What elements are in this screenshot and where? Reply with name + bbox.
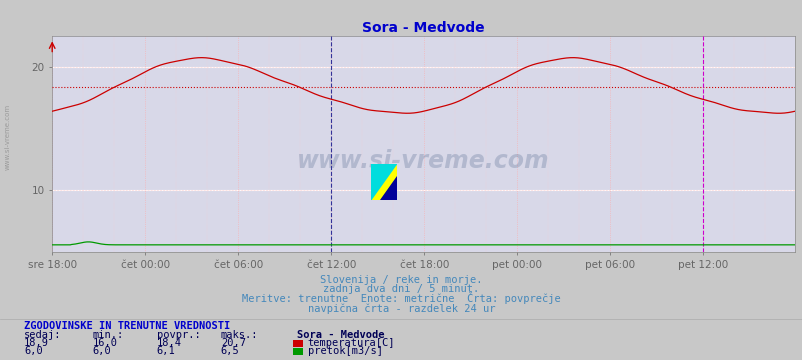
Text: 6,1: 6,1 bbox=[156, 346, 175, 356]
Text: 16,0: 16,0 bbox=[92, 338, 117, 348]
Text: www.si-vreme.com: www.si-vreme.com bbox=[297, 149, 549, 173]
Polygon shape bbox=[379, 176, 396, 200]
Polygon shape bbox=[371, 164, 396, 200]
Text: www.si-vreme.com: www.si-vreme.com bbox=[5, 104, 11, 170]
Text: temperatura[C]: temperatura[C] bbox=[307, 338, 395, 348]
Text: 20,7: 20,7 bbox=[221, 338, 245, 348]
Text: min.:: min.: bbox=[92, 330, 124, 340]
Text: 18,4: 18,4 bbox=[156, 338, 181, 348]
Text: 6,5: 6,5 bbox=[221, 346, 239, 356]
Text: Sora - Medvode: Sora - Medvode bbox=[297, 330, 384, 340]
Text: maks.:: maks.: bbox=[221, 330, 258, 340]
Text: zadnja dva dni / 5 minut.: zadnja dva dni / 5 minut. bbox=[323, 284, 479, 294]
Text: sedaj:: sedaj: bbox=[24, 330, 62, 340]
Text: 18,9: 18,9 bbox=[24, 338, 49, 348]
Text: Slovenija / reke in morje.: Slovenija / reke in morje. bbox=[320, 275, 482, 285]
Text: 6,0: 6,0 bbox=[92, 346, 111, 356]
Text: povpr.:: povpr.: bbox=[156, 330, 200, 340]
Text: navpična črta - razdelek 24 ur: navpična črta - razdelek 24 ur bbox=[307, 303, 495, 314]
Text: ZGODOVINSKE IN TRENUTNE VREDNOSTI: ZGODOVINSKE IN TRENUTNE VREDNOSTI bbox=[24, 321, 230, 332]
Polygon shape bbox=[371, 164, 396, 200]
Text: Meritve: trenutne  Enote: metrične  Črta: povprečje: Meritve: trenutne Enote: metrične Črta: … bbox=[242, 292, 560, 304]
Text: 6,0: 6,0 bbox=[24, 346, 43, 356]
Text: pretok[m3/s]: pretok[m3/s] bbox=[307, 346, 382, 356]
Title: Sora - Medvode: Sora - Medvode bbox=[362, 21, 484, 35]
